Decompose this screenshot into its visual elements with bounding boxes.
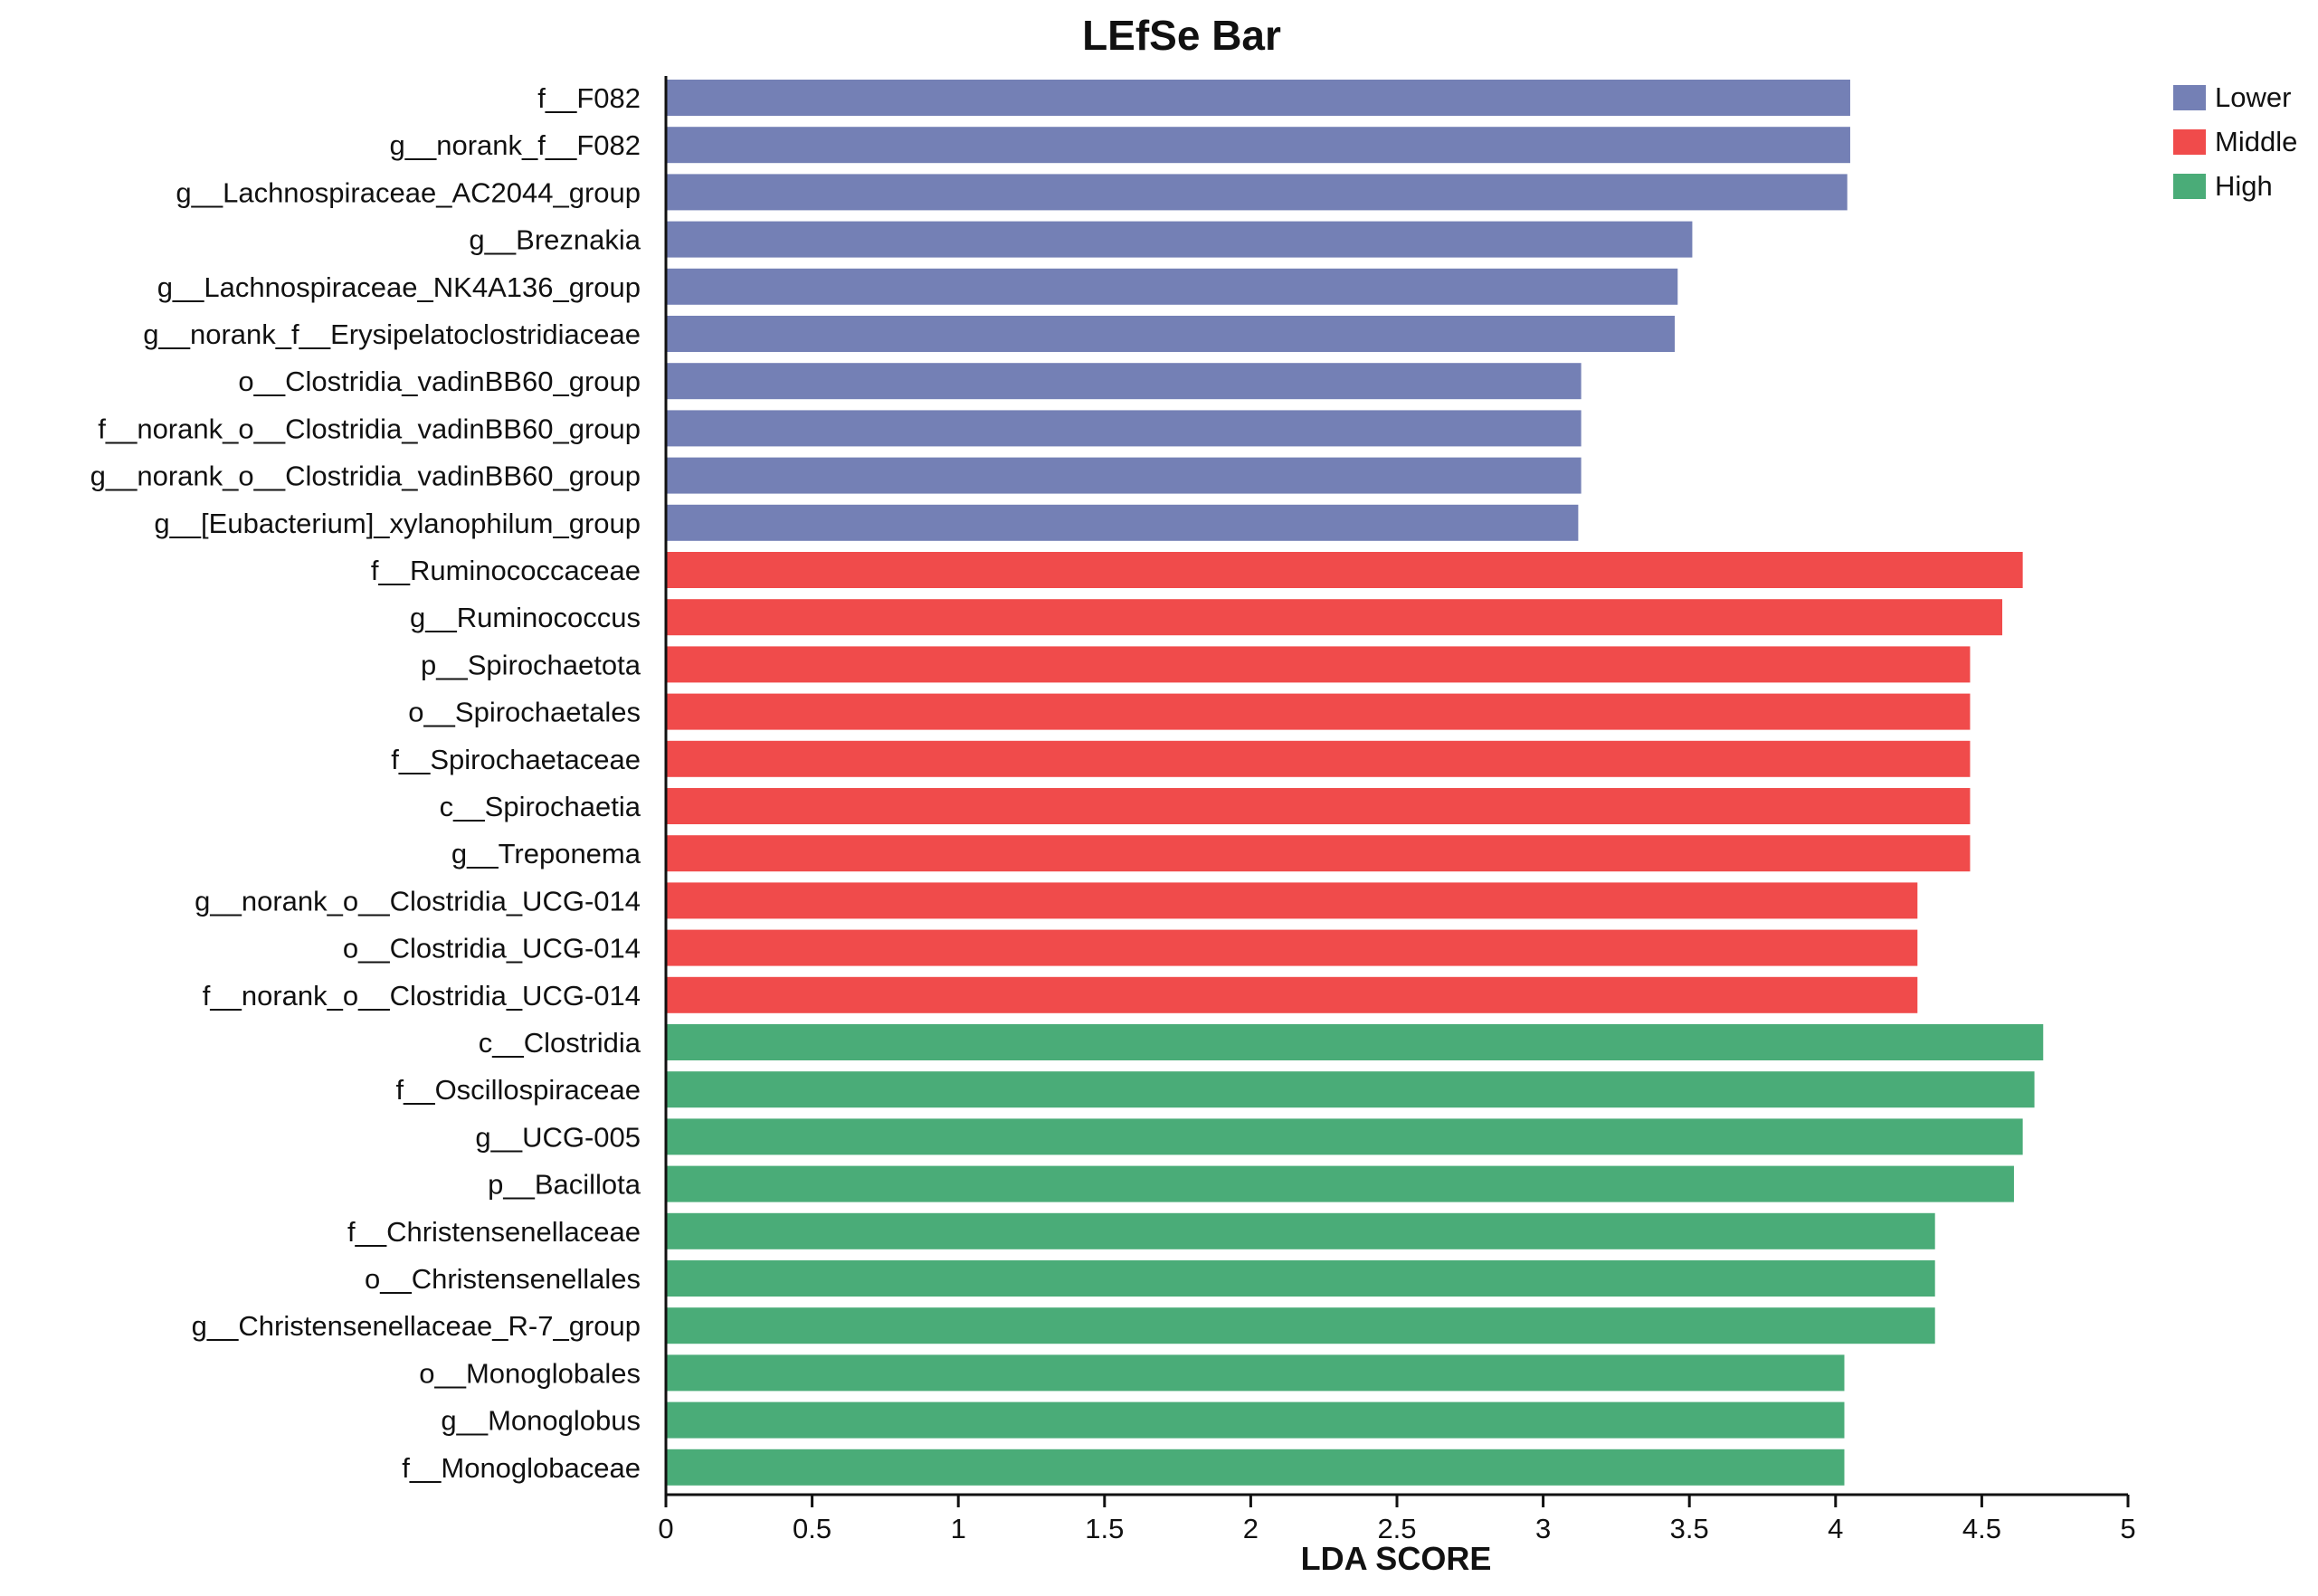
chart-title: LEfSe Bar (1082, 12, 1281, 59)
x-tick-label: 3 (1535, 1513, 1551, 1544)
bar (666, 1118, 2023, 1155)
bar (666, 316, 1676, 352)
x-tick-label: 4 (1828, 1513, 1843, 1544)
category-label: o__Christensenellales (365, 1263, 641, 1295)
x-tick-label: 2.5 (1377, 1513, 1416, 1544)
bar (666, 1071, 2035, 1108)
bar (666, 127, 1850, 164)
category-label: g__Christensenellaceae_R-7_group (192, 1310, 641, 1342)
bar (666, 788, 1971, 824)
bar (666, 1024, 2044, 1060)
bar (666, 1401, 1845, 1439)
x-tick-label: 5 (2120, 1513, 2135, 1544)
category-label: g__norank_o__Clostridia_UCG-014 (195, 885, 641, 917)
bar (666, 1260, 1935, 1297)
bar (666, 1354, 1845, 1392)
bar (666, 1449, 1845, 1486)
category-label: g__norank_f__F082 (389, 129, 641, 161)
category-label: f__Ruminococcaceae (371, 555, 641, 586)
bars-layer (666, 80, 2044, 1486)
bar (666, 457, 1582, 494)
category-label: c__Clostridia (479, 1027, 641, 1059)
category-label: g__norank_o__Clostridia_vadinBB60_group (90, 461, 641, 492)
bar (666, 646, 1971, 683)
bar (666, 599, 2003, 636)
bar (666, 1212, 1935, 1249)
x-tick-label: 0.5 (793, 1513, 831, 1544)
bar (666, 882, 1918, 919)
x-tick-label: 1 (951, 1513, 966, 1544)
bar (666, 835, 1971, 872)
category-labels: f__F082 g__norank_f__F082 g__Lachnospirace… (90, 82, 641, 1484)
category-label: o__Clostridia_vadinBB60_group (238, 366, 641, 397)
category-label: g__Ruminococcus (410, 602, 641, 633)
legend-swatch (2173, 129, 2206, 155)
bar (666, 221, 1693, 258)
category-label: f__Oscillospiraceae (395, 1074, 641, 1106)
x-axis-title: LDA SCORE (1301, 1540, 1492, 1577)
x-tick-label: 1.5 (1085, 1513, 1124, 1544)
category-label: p__Bacillota (488, 1169, 641, 1201)
category-label: g__UCG-005 (475, 1121, 641, 1153)
bar (666, 174, 1848, 211)
bar (666, 410, 1582, 447)
bar (666, 929, 1918, 966)
category-label: g__Treponema (451, 838, 641, 869)
x-tick-label: 3.5 (1670, 1513, 1709, 1544)
category-label: f__Christensenellaceae (347, 1216, 641, 1248)
legend-label: Middle (2215, 126, 2297, 157)
category-label: g__[Eubacterium]_xylanophilum_group (154, 508, 641, 539)
bar (666, 740, 1971, 777)
category-label: o__Spirochaetales (408, 697, 641, 728)
x-tick-label: 4.5 (1962, 1513, 2001, 1544)
category-label: f__Monoglobaceae (402, 1452, 641, 1484)
category-label: p__Spirochaetota (421, 649, 641, 680)
x-tick-label: 2 (1243, 1513, 1259, 1544)
category-label: f__norank_o__Clostridia_UCG-014 (203, 980, 641, 1012)
x-tick-label: 0 (658, 1513, 673, 1544)
legend: Lower Middle High (2173, 81, 2297, 202)
bar (666, 1307, 1935, 1344)
bar (666, 552, 2023, 588)
legend-label: Lower (2215, 81, 2291, 113)
category-label: g__Lachnospiraceae_NK4A136_group (157, 271, 641, 303)
bar (666, 1165, 2014, 1202)
category-label: f__norank_o__Clostridia_vadinBB60_group (98, 413, 641, 444)
bar (666, 693, 1971, 730)
category-label: g__Monoglobus (441, 1405, 641, 1437)
category-label: c__Spirochaetia (440, 791, 641, 822)
category-label: f__Spirochaetaceae (391, 744, 641, 775)
legend-swatch (2173, 174, 2206, 199)
bar (666, 268, 1678, 305)
bar (666, 363, 1582, 400)
category-label: f__F082 (537, 82, 641, 114)
category-label: g__Lachnospiraceae_AC2044_group (176, 176, 641, 208)
x-axis: 0 0.5 1 1.5 2 2.5 3 3.5 4 4.5 5 (658, 76, 2136, 1544)
legend-swatch (2173, 85, 2206, 110)
category-label: g__Breznakia (469, 224, 641, 256)
category-label: o__Monoglobales (419, 1357, 641, 1389)
category-label: o__Clostridia_UCG-014 (343, 933, 641, 964)
bar (666, 976, 1918, 1013)
category-label: g__norank_f__Erysipelatoclostridiaceae (143, 318, 641, 350)
legend-label: High (2215, 170, 2273, 202)
bar (666, 504, 1579, 541)
bar (666, 80, 1850, 116)
